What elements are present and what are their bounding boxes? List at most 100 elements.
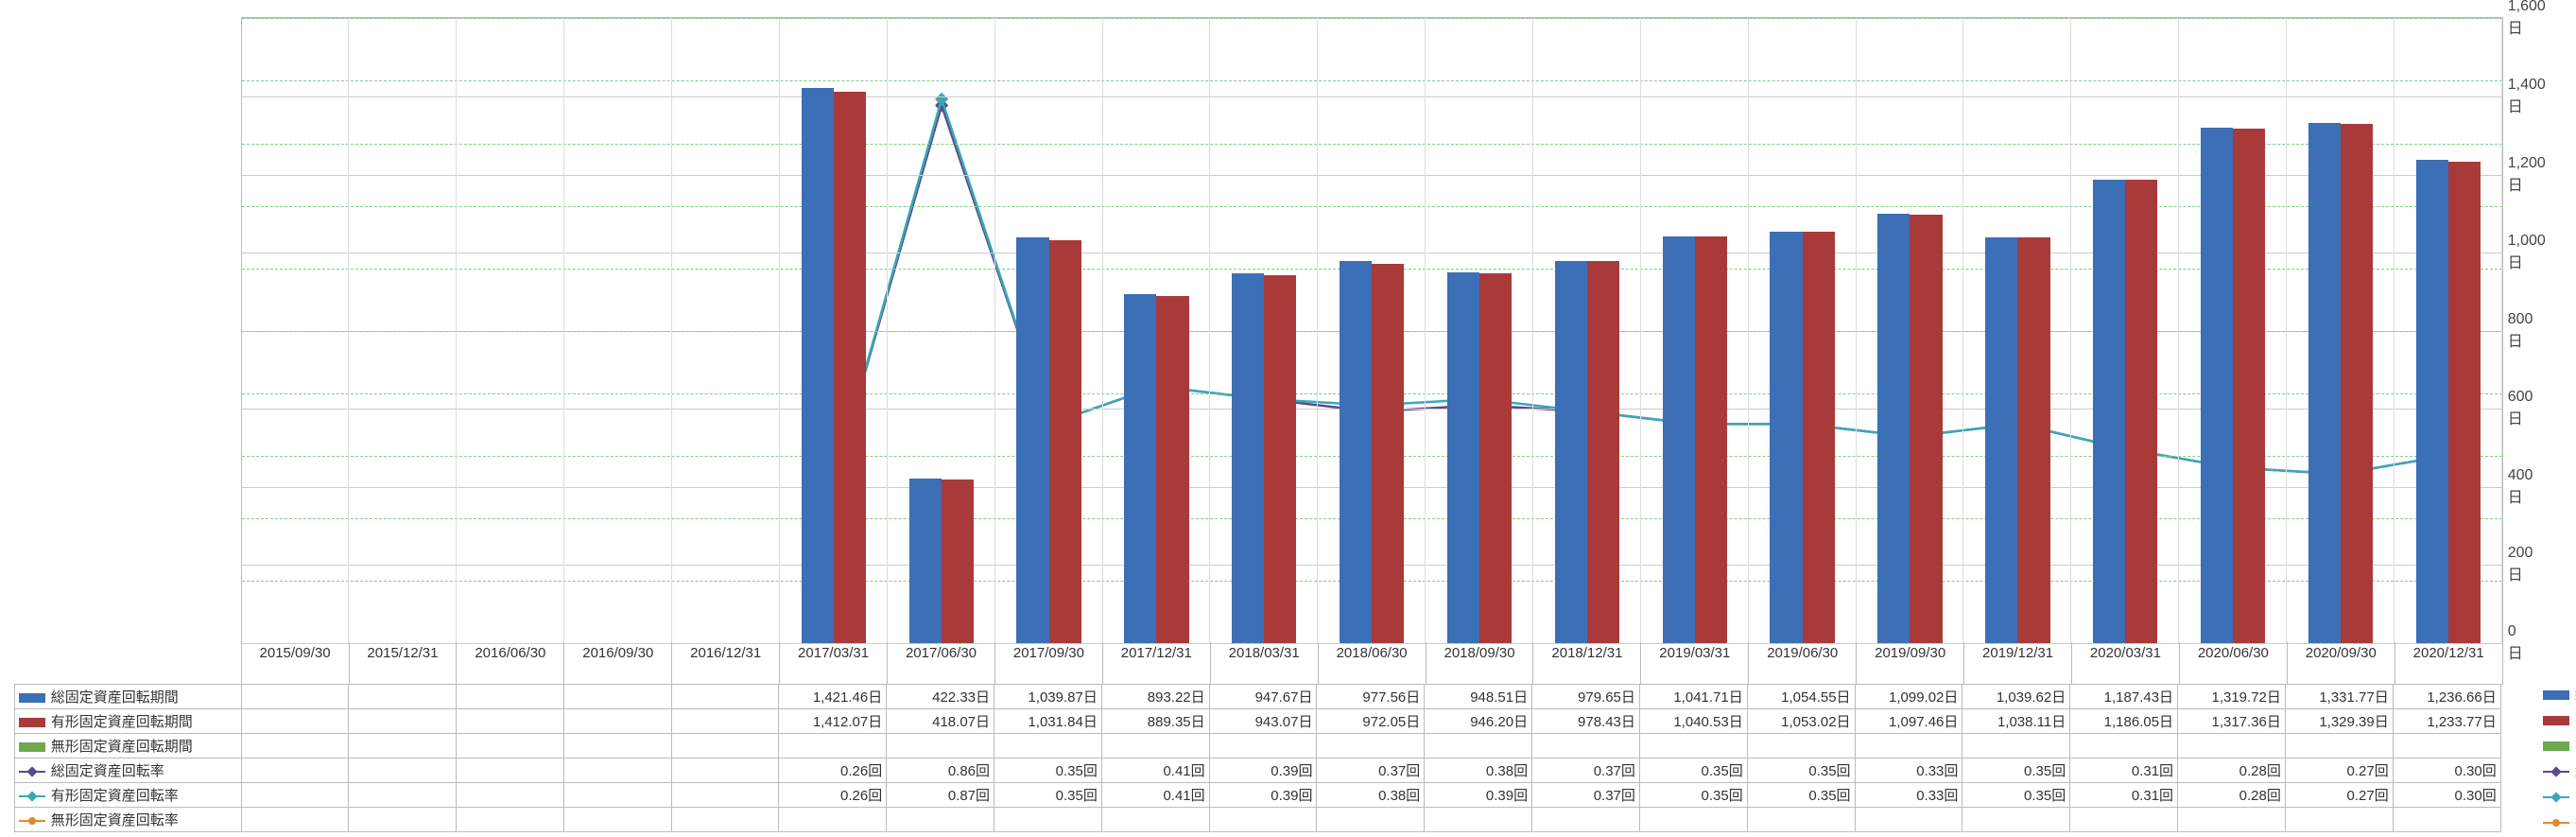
data-cell: 0.27回	[2285, 783, 2393, 808]
data-cell: 0.31回	[2070, 783, 2178, 808]
x-axis-label: 2018/03/31	[1211, 642, 1319, 684]
data-cell: 0.39回	[1425, 783, 1532, 808]
x-axis-label: 2017/12/31	[1103, 642, 1211, 684]
data-cell	[671, 734, 779, 759]
x-axis-label: 2017/09/30	[995, 642, 1103, 684]
table-row: 有形固定資産回転率0.26回0.87回0.35回0.41回0.39回0.38回0…	[14, 783, 2500, 808]
data-cell: 0.28回	[2178, 783, 2286, 808]
data-cell: 1,317.36日	[2178, 709, 2286, 734]
legend-line-icon	[19, 820, 45, 822]
data-cell: 0.35回	[1747, 783, 1855, 808]
data-cell	[1855, 734, 1962, 759]
data-cell: 0.28回	[2178, 759, 2286, 783]
y-left-tick: 1,600日	[2508, 0, 2546, 38]
data-cell: 948.51日	[1425, 685, 1532, 709]
data-cell: 1,236.66日	[2393, 685, 2500, 709]
data-cell: 0.86回	[887, 759, 994, 783]
x-axis-label: 2020/06/30	[2180, 642, 2288, 684]
bar-s1	[1877, 214, 1910, 643]
data-cell	[241, 709, 349, 734]
series-label-cell: 有形固定資産回転期間	[14, 709, 241, 734]
data-cell: 418.07日	[887, 709, 994, 734]
right-legend-item: 無形固定資産回転期間	[2543, 735, 2576, 755]
legend-line-icon	[2543, 822, 2569, 824]
x-axis-label: 2020/03/31	[2072, 642, 2180, 684]
legend-swatch-icon	[2543, 690, 2569, 700]
data-cell	[457, 685, 564, 709]
bar-s1	[1232, 273, 1264, 643]
data-cell: 0.38回	[1317, 783, 1425, 808]
data-cell	[457, 709, 564, 734]
series-label-cell: 有形固定資産回転率	[14, 783, 241, 808]
bar-s2	[2233, 129, 2265, 643]
data-cell: 943.07日	[1209, 709, 1317, 734]
data-cell	[1209, 734, 1317, 759]
data-cell: 0.33回	[1855, 759, 1962, 783]
data-cell: 0.87回	[887, 783, 994, 808]
bar-s2	[1156, 296, 1188, 643]
x-axis-label: 2016/12/31	[672, 642, 780, 684]
data-cell	[563, 709, 671, 734]
bar-s1	[1663, 236, 1695, 643]
data-cell: 0.35回	[1639, 783, 1747, 808]
y-left-tick: 1,000日	[2508, 233, 2546, 272]
data-cell: 947.67日	[1209, 685, 1317, 709]
data-cell: 0.35回	[994, 783, 1102, 808]
bar-s1	[802, 88, 834, 643]
data-cell: 1,031.84日	[994, 709, 1102, 734]
data-cell: 0.35回	[1962, 783, 2070, 808]
data-cell: 0.30回	[2393, 783, 2500, 808]
data-cell: 0.37回	[1532, 759, 1640, 783]
data-cell	[779, 734, 887, 759]
series-label-cell: 無形固定資産回転期間	[14, 734, 241, 759]
y-left-tick: 1,400日	[2508, 77, 2546, 116]
legend-line-icon	[2543, 771, 2569, 773]
data-cell	[1317, 734, 1425, 759]
bar-s2	[2341, 124, 2373, 643]
data-cell	[2393, 734, 2500, 759]
data-cell: 1,041.71日	[1639, 685, 1747, 709]
right-legend: 総固定資産回転期間有形固定資産回転期間無形固定資産回転期間総固定資産回転率有形固…	[2543, 684, 2576, 837]
data-cell: 0.41回	[1101, 783, 1209, 808]
x-axis-label: 2016/09/30	[564, 642, 672, 684]
data-cell	[349, 734, 457, 759]
data-cell	[887, 734, 994, 759]
data-cell	[1639, 734, 1747, 759]
chart-plot-area: 0日200日400日600日800日1,000日1,200日1,400日1,60…	[241, 17, 2503, 644]
series-label-text: 有形固定資産回転期間	[51, 714, 193, 730]
x-axis-label: 2019/06/30	[1749, 642, 1857, 684]
chart-x-axis: 2015/09/302015/12/312016/06/302016/09/30…	[241, 642, 2503, 685]
series-label-text: 有形固定資産回転率	[51, 788, 179, 804]
data-cell	[671, 783, 779, 808]
bar-s2	[1049, 240, 1081, 643]
data-cell: 1,039.87日	[994, 685, 1102, 709]
series-label-text: 総固定資産回転期間	[51, 689, 179, 706]
table-row: 有形固定資産回転期間 1,412.07日418.07日1,031.84日889.3…	[14, 709, 2500, 734]
bar-s1	[2093, 180, 2125, 643]
data-cell: 0.30回	[2393, 759, 2500, 783]
data-cell: 0.38回	[1425, 759, 1532, 783]
x-axis-label: 2017/06/30	[888, 642, 995, 684]
data-cell	[671, 685, 779, 709]
data-cell: 0.35回	[994, 759, 1102, 783]
data-cell: 972.05日	[1317, 709, 1425, 734]
data-cell	[2070, 734, 2178, 759]
x-axis-label: 2015/12/31	[350, 642, 458, 684]
data-cell: 0.39回	[1209, 783, 1317, 808]
data-cell	[1747, 734, 1855, 759]
data-cell	[671, 759, 779, 783]
legend-line-icon	[19, 771, 45, 773]
data-cell: 889.35日	[1101, 709, 1209, 734]
bar-s1	[1016, 237, 1048, 643]
series-label-cell: 総固定資産回転率	[14, 759, 241, 783]
x-axis-label: 2018/09/30	[1426, 642, 1534, 684]
data-cell: 0.33回	[1855, 783, 1962, 808]
data-cell	[563, 783, 671, 808]
data-cell: 1,412.07日	[779, 709, 887, 734]
series-label-text: 無形固定資産回転率	[51, 812, 179, 828]
x-axis-label: 2018/12/31	[1533, 642, 1641, 684]
data-cell: 1,054.55日	[1747, 685, 1855, 709]
y-left-tick: 600日	[2508, 389, 2533, 428]
data-cell	[241, 783, 349, 808]
y-left-tick: 0日	[2508, 623, 2523, 663]
